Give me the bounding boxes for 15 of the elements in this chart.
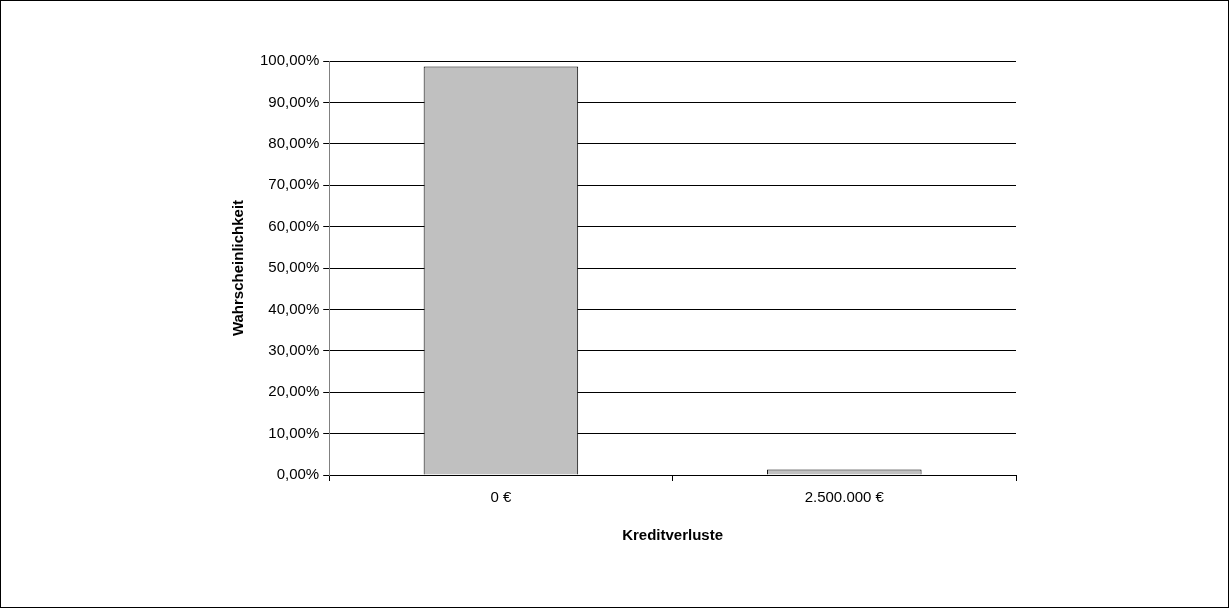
y-tick-label: 70,00% [268,175,320,193]
x-tick-label: 0 € [490,488,512,506]
y-tick-label: 100,00% [260,51,320,69]
x-tick-label: 2.500.000 € [804,488,885,506]
y-tick-label: 10,00% [268,423,320,441]
y-tick-label: 90,00% [268,92,320,110]
y-tick-label: 50,00% [268,258,320,276]
y-tick-label: 60,00% [268,216,320,234]
y-tick-label: 40,00% [268,299,320,317]
y-axis-title: Wahrscheinlichkeit [229,199,247,337]
y-tick-label: 80,00% [268,133,320,151]
y-tick-label: 30,00% [268,340,320,358]
y-tick-label: 20,00% [268,382,320,400]
y-tick-label: 0,00% [276,465,320,483]
x-axis-title: Kreditverluste [622,526,724,544]
